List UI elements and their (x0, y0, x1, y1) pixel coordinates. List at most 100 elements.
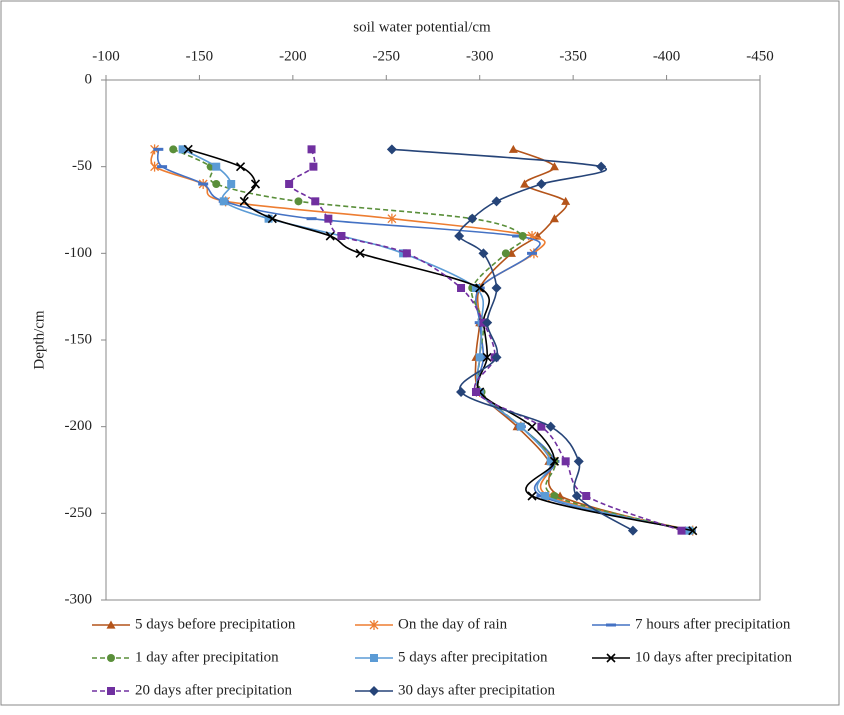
legend-marker (370, 654, 378, 662)
marker (471, 388, 480, 396)
marker (456, 387, 467, 397)
legend-item: 30 days after precipitation (355, 682, 556, 698)
marker (546, 457, 555, 466)
marker (491, 283, 502, 293)
legend-item: 5 days before precipitation (92, 616, 296, 632)
marker (520, 179, 530, 188)
marker (183, 144, 193, 154)
legend-item: On the day of rain (355, 616, 508, 632)
marker (545, 421, 556, 432)
marker (311, 197, 320, 206)
marker (561, 457, 570, 466)
legend-label: 5 days after precipitation (398, 649, 548, 665)
marker (239, 196, 249, 206)
marker (541, 492, 550, 500)
marker (325, 231, 335, 241)
marker (454, 231, 465, 241)
marker (355, 248, 365, 258)
x-tick-label: -200 (279, 48, 307, 64)
series-line (187, 148, 693, 532)
legend-label: 20 days after precipitation (135, 682, 293, 698)
marker (235, 162, 246, 172)
y-tick-label: -150 (65, 331, 93, 347)
legend-item: 7 hours after precipitation (592, 616, 791, 632)
legend-marker (369, 620, 379, 630)
marker (536, 179, 547, 189)
y-tick-label: -300 (65, 591, 93, 607)
marker (250, 179, 261, 189)
x-tick-label: -150 (186, 48, 214, 64)
y-tick-label: 0 (85, 71, 93, 87)
x-tick-label: -300 (466, 48, 494, 64)
marker (482, 352, 492, 362)
marker (307, 145, 316, 154)
legend-label: On the day of rain (398, 616, 508, 632)
y-tick-label: -250 (65, 505, 93, 521)
marker (688, 526, 698, 536)
marker (549, 162, 559, 171)
marker (501, 249, 510, 258)
legend-marker (106, 620, 116, 629)
legend-label: 7 hours after precipitation (635, 616, 791, 632)
y-tick-label: -200 (65, 418, 93, 434)
x-tick-label: -250 (373, 48, 401, 64)
marker (549, 214, 559, 223)
marker (402, 249, 411, 258)
marker (387, 213, 397, 224)
marker (475, 353, 484, 362)
legend-item: 1 day after precipitation (92, 649, 279, 665)
marker (549, 456, 560, 466)
legend-marker (107, 687, 115, 695)
legend-item: 5 days after precipitation (355, 649, 548, 665)
marker (309, 162, 318, 171)
legend-label: 10 days after precipitation (635, 649, 793, 665)
marker (482, 317, 493, 328)
marker (596, 161, 607, 172)
marker (475, 283, 485, 293)
marker (294, 197, 303, 206)
x-tick-label: -450 (746, 48, 774, 64)
marker (285, 180, 294, 188)
marker (627, 525, 638, 536)
marker (219, 197, 228, 206)
marker (491, 352, 502, 363)
series-line (391, 148, 634, 532)
marker (471, 284, 480, 292)
x-tick-label: -400 (653, 48, 681, 64)
marker (491, 196, 502, 207)
legend-marker (107, 654, 115, 662)
y-tick-label: -100 (65, 245, 93, 261)
marker (573, 456, 584, 467)
marker (527, 491, 537, 501)
marker (169, 145, 178, 154)
marker (478, 248, 489, 259)
marker (227, 180, 236, 188)
marker (324, 214, 333, 223)
legend-marker (369, 686, 379, 696)
marker (582, 492, 591, 500)
series (386, 144, 638, 536)
legend-label: 1 day after precipitation (135, 649, 279, 665)
y-axis-title: Depth/cm (31, 310, 47, 369)
x-tick-label: -350 (559, 48, 587, 64)
marker (267, 214, 277, 224)
y-tick-label: -50 (72, 158, 92, 174)
marker (178, 145, 187, 154)
marker (561, 196, 571, 205)
marker (527, 422, 537, 432)
legend-label: 5 days before precipitation (135, 616, 296, 632)
marker (386, 144, 397, 155)
marker (150, 161, 160, 172)
legend-item: 10 days after precipitation (592, 649, 793, 665)
marker (537, 422, 546, 431)
marker (677, 526, 686, 535)
legend-marker (606, 653, 616, 663)
legend-item: 20 days after precipitation (92, 682, 293, 698)
marker (508, 144, 518, 153)
marker (212, 180, 221, 188)
x-tick-label: -100 (92, 48, 120, 64)
marker (457, 284, 466, 292)
marker (337, 232, 346, 240)
